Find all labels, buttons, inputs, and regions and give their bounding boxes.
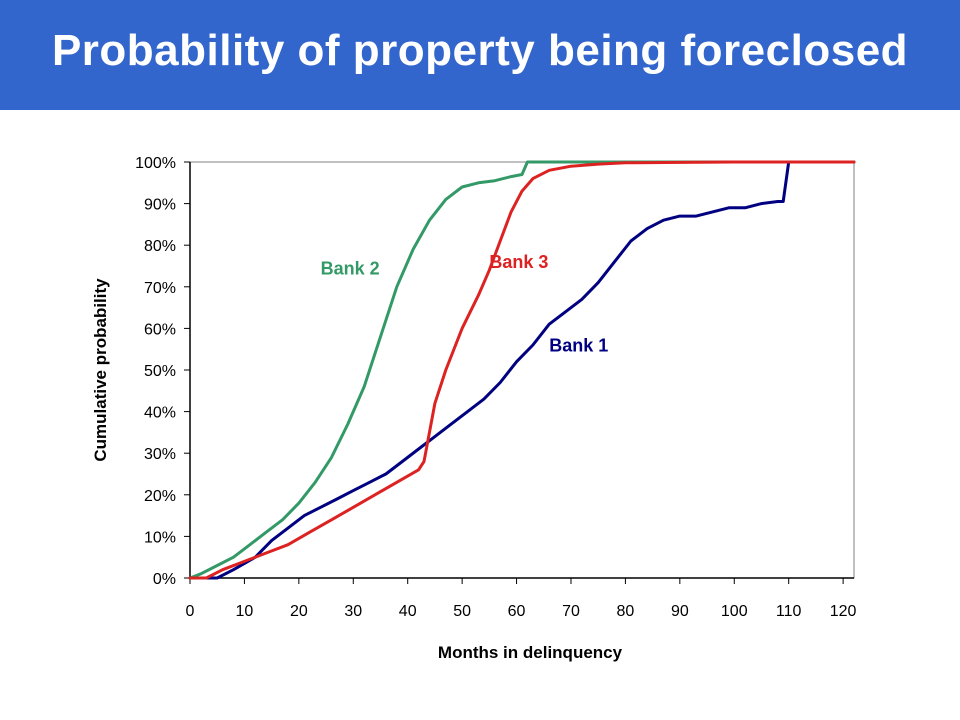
x-axis-title: Months in delinquency bbox=[438, 643, 623, 662]
x-tick-label: 40 bbox=[399, 603, 417, 620]
y-tick-label: 30% bbox=[144, 446, 176, 463]
y-tick-label: 90% bbox=[144, 197, 176, 214]
x-tick-label: 70 bbox=[562, 603, 580, 620]
series-line-bank-1 bbox=[188, 160, 856, 580]
series-label-bank-2: Bank 2 bbox=[321, 258, 380, 278]
x-tick-label: 110 bbox=[776, 603, 802, 620]
y-tick-label: 70% bbox=[144, 280, 176, 297]
axes: 0% 10% 20% 30% 40% 50% 60% 70% 80% 90% 100% 0 10 20 30… bbox=[135, 155, 856, 620]
series-lines bbox=[188, 160, 856, 580]
series-annotations: Bank 1 Bank 2 Bank 3 bbox=[321, 252, 609, 355]
title-bar: Probability of property being foreclosed bbox=[0, 0, 960, 110]
series-label-bank-3: Bank 3 bbox=[489, 252, 548, 272]
y-tick-label: 0% bbox=[153, 571, 176, 588]
y-tick-label: 80% bbox=[144, 238, 176, 255]
x-tick-label: 90 bbox=[671, 603, 689, 620]
y-axis-title: Cumulative probability bbox=[91, 278, 110, 462]
series-line-bank-3 bbox=[188, 160, 856, 580]
x-tick-label: 100 bbox=[721, 603, 748, 620]
y-tick-label: 60% bbox=[144, 321, 176, 338]
x-tick-label: 0 bbox=[186, 603, 195, 620]
series-label-bank-1: Bank 1 bbox=[549, 335, 608, 355]
page-title: Probability of property being foreclosed bbox=[51, 26, 909, 75]
y-tick-label: 100% bbox=[135, 155, 176, 172]
y-tick-label: 40% bbox=[144, 405, 176, 422]
x-tick-label: 50 bbox=[453, 603, 471, 620]
x-tick-label: 20 bbox=[290, 603, 308, 620]
y-tick-label: 20% bbox=[144, 488, 176, 505]
y-tick-label: 50% bbox=[144, 363, 176, 380]
x-tick-label: 60 bbox=[508, 603, 526, 620]
plot-frame bbox=[189, 161, 855, 579]
x-tick-label: 10 bbox=[236, 603, 254, 620]
series-line-bank-2 bbox=[188, 160, 856, 580]
plot-area bbox=[189, 161, 855, 579]
x-tick-label: 120 bbox=[830, 603, 857, 620]
y-tick-label: 10% bbox=[144, 529, 176, 546]
x-tick-label: 30 bbox=[344, 603, 362, 620]
x-tick-label: 80 bbox=[617, 603, 635, 620]
